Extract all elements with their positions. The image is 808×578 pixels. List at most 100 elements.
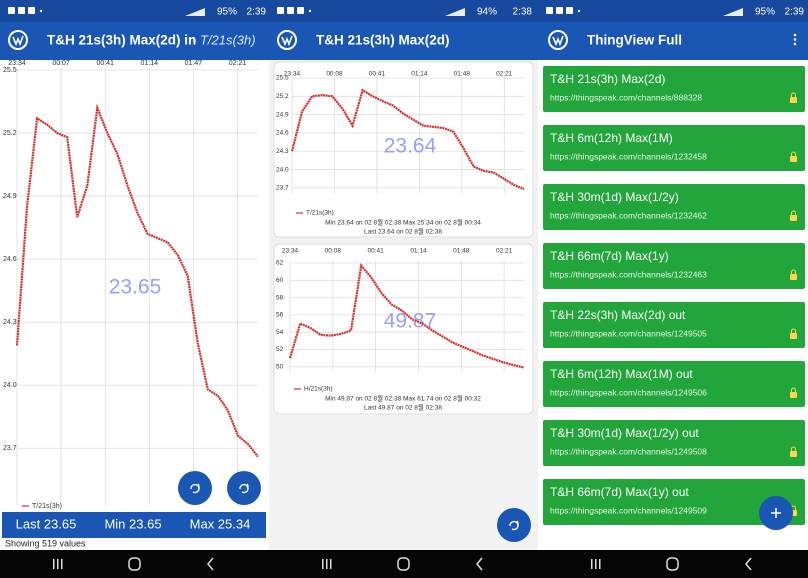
y-tick-label: 25.5 [276, 75, 289, 82]
data-line [15, 103, 259, 458]
x-tick-label: 01:48 [453, 248, 470, 255]
nav-home[interactable] [128, 557, 141, 571]
app-logo-mark [552, 35, 564, 47]
app-bar [0, 22, 269, 60]
x-tick-label: 23:34 [282, 248, 299, 255]
status-icon [287, 7, 294, 14]
app-logo-mark [281, 35, 293, 47]
data-line [290, 88, 525, 191]
channel-title: T&H 6m(12h) Max(1M) out [550, 367, 693, 381]
x-tick-label: 23:34 [8, 60, 26, 67]
y-tick-label: 54 [276, 329, 284, 336]
nav-recent-bar[interactable] [326, 559, 328, 569]
lock-icon [790, 333, 797, 339]
y-tick-label: 23.7 [276, 185, 289, 192]
channel-card[interactable] [543, 66, 805, 112]
nav-back[interactable] [207, 557, 214, 571]
app-title: ThingView Full [587, 33, 682, 48]
battery: 94% [477, 7, 497, 18]
nav-recent-bar[interactable] [330, 559, 332, 569]
y-tick-label: 58 [276, 294, 284, 301]
x-tick-label: 02:21 [496, 248, 513, 255]
channel-title: T&H 6m(12h) Max(1M) [550, 131, 673, 145]
lock-icon [790, 156, 797, 162]
x-tick-label: 01:14 [141, 60, 159, 67]
stats-bar [2, 512, 266, 538]
channel-url: https://thingspeak.com/channels/888328 [550, 92, 702, 102]
status-dot [577, 9, 581, 13]
lock-shackle [791, 151, 796, 156]
channel-url: https://thingspeak.com/channels/1249505 [550, 328, 707, 338]
x-tick-label: 02:21 [496, 71, 513, 78]
nav-recent-bar[interactable] [595, 559, 597, 569]
status-icon [8, 7, 15, 14]
nav-back[interactable] [476, 557, 483, 571]
channel-card[interactable] [543, 243, 805, 289]
x-tick-label: 01:14 [411, 71, 428, 78]
nav-back[interactable] [745, 557, 752, 571]
channel-title: T&H 30m(1d) Max(1/2y) out [550, 426, 699, 440]
fab-refresh[interactable] [497, 508, 531, 542]
fab-history[interactable] [178, 471, 212, 505]
status-dot [308, 9, 312, 13]
channel-card[interactable] [543, 302, 805, 348]
menu-dot [793, 42, 797, 46]
menu-dot[interactable] [793, 38, 797, 41]
signal-icons [185, 8, 205, 16]
lock-shackle [791, 92, 796, 97]
x-tick-label: 00:41 [369, 71, 386, 78]
footer-count: Showing 519 values [5, 538, 86, 548]
lock-icon [790, 274, 797, 280]
current-value: 23.65 [109, 276, 162, 299]
nav-home[interactable] [666, 557, 679, 571]
app-logo[interactable] [548, 30, 568, 50]
channel-url: https://thingspeak.com/channels/1249509 [550, 505, 707, 515]
channel-card[interactable] [543, 479, 805, 525]
channel-card[interactable] [543, 125, 805, 171]
channel-card[interactable] [543, 420, 805, 466]
channel-card[interactable] [543, 184, 805, 230]
nav-recent-bar[interactable] [57, 559, 59, 569]
data-line [288, 263, 525, 369]
y-tick-label: 24.0 [3, 382, 17, 389]
legend-label: H/21s(3h) [304, 386, 333, 393]
channel-title: T&H 21s(3h) Max(2d) [550, 72, 665, 86]
lock-icon [790, 451, 797, 457]
nav-recent-bar[interactable] [53, 559, 55, 569]
nav-recent-bar[interactable] [599, 559, 601, 569]
nav-recent-bar[interactable] [61, 559, 63, 569]
chart-note: Min 23.64 on 02 8월 02:38 Max 25.34 on 02… [325, 218, 481, 227]
nav-bar [269, 550, 538, 578]
y-tick-label: 52 [276, 346, 284, 353]
fab-refresh[interactable] [227, 471, 261, 505]
channel-card[interactable] [543, 361, 805, 407]
y-tick-label: 23.7 [3, 445, 17, 452]
x-tick-label: 01:48 [454, 71, 471, 78]
y-tick-label: 62 [276, 260, 284, 267]
legend-label: T/21s(3h) [306, 210, 334, 217]
lock-shackle [791, 446, 796, 451]
nav-recent-bar[interactable] [322, 559, 324, 569]
clock: 2:38 [513, 7, 533, 18]
x-tick-label: 00:07 [52, 60, 70, 67]
screen-bg [0, 0, 269, 578]
lock-icon [790, 97, 797, 103]
app-title: T&H 21s(3h) Max(2d) in [47, 33, 196, 48]
clock: 2:39 [247, 7, 267, 18]
signal-icons [445, 8, 465, 16]
app-logo[interactable] [8, 30, 28, 50]
x-tick-label: 23:34 [284, 71, 301, 78]
nav-recent-bar[interactable] [591, 559, 593, 569]
app-logo[interactable] [277, 30, 297, 50]
x-tick-label: 00:08 [326, 71, 343, 78]
status-bar [0, 0, 269, 22]
lock-shackle [791, 210, 796, 215]
x-tick-label: 00:08 [325, 248, 342, 255]
x-tick-label: 01:47 [185, 60, 203, 67]
channel-url: https://thingspeak.com/channels/1249506 [550, 387, 707, 397]
y-tick-label: 60 [276, 277, 284, 284]
y-tick-label: 25.2 [3, 130, 17, 137]
lock-shackle [791, 387, 796, 392]
y-tick-label: 24.9 [3, 193, 17, 200]
nav-home[interactable] [397, 557, 410, 571]
